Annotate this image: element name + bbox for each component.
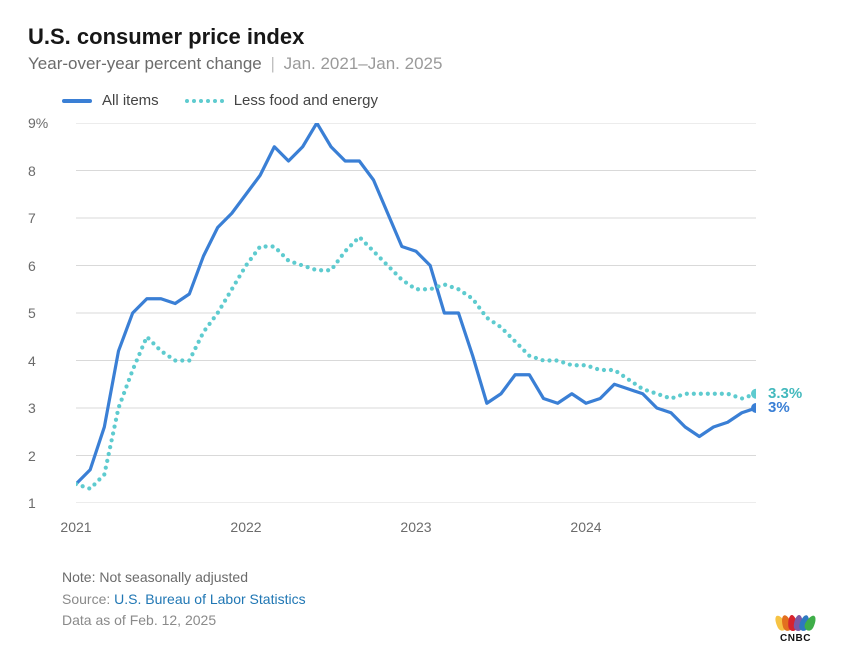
subtitle-main: Year-over-year percent change [28, 54, 262, 73]
chart-title: U.S. consumer price index [28, 24, 819, 50]
source-prefix: Source: [62, 591, 114, 607]
cnbc-logo-text: CNBC [780, 633, 811, 644]
footer-asof: Data as of Feb. 12, 2025 [62, 610, 819, 632]
y-tick-label: 4 [28, 353, 36, 369]
subtitle-divider: | [270, 54, 274, 73]
footer-source: Source: U.S. Bureau of Labor Statistics [62, 589, 819, 611]
footer-note: Note: Not seasonally adjusted [62, 567, 819, 589]
y-tick-label: 5 [28, 305, 36, 321]
source-link[interactable]: U.S. Bureau of Labor Statistics [114, 591, 305, 607]
chart-subtitle: Year-over-year percent change | Jan. 202… [28, 54, 819, 74]
legend-item-core: Less food and energy [185, 92, 378, 109]
plot-area [76, 123, 756, 503]
y-tick-label: 9% [28, 115, 48, 131]
x-tick-label: 2024 [570, 519, 601, 535]
x-tick-label: 2023 [400, 519, 431, 535]
chart-area: 123456789% 2021202220232024 3%3.3% [28, 123, 818, 543]
legend-swatch-dots [185, 99, 224, 103]
y-tick-label: 8 [28, 163, 36, 179]
legend-swatch-line [62, 99, 92, 103]
y-tick-label: 7 [28, 210, 36, 226]
series-end-label: 3.3% [768, 385, 802, 402]
legend-item-all-items: All items [62, 92, 159, 109]
y-tick-label: 1 [28, 495, 36, 511]
subtitle-range: Jan. 2021–Jan. 2025 [284, 54, 443, 73]
x-tick-label: 2022 [230, 519, 261, 535]
y-tick-label: 3 [28, 400, 36, 416]
legend-label-core: Less food and energy [234, 92, 378, 109]
y-tick-label: 2 [28, 448, 36, 464]
peacock-icon [776, 615, 815, 631]
y-tick-label: 6 [28, 258, 36, 274]
legend: All items Less food and energy [28, 92, 819, 109]
x-tick-label: 2021 [60, 519, 91, 535]
cnbc-logo: CNBC [776, 615, 815, 644]
y-axis-labels: 123456789% [28, 123, 68, 503]
x-axis-labels: 2021202220232024 [76, 509, 756, 543]
chart-svg [76, 123, 756, 503]
legend-label-all-items: All items [102, 92, 159, 109]
chart-footer: Note: Not seasonally adjusted Source: U.… [28, 567, 819, 632]
